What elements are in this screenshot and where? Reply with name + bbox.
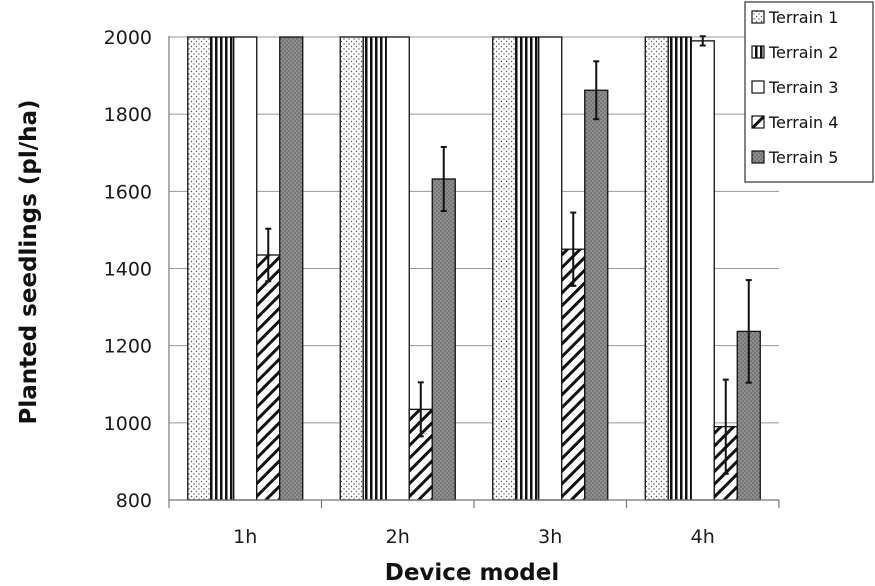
bar-terrain-5-1h	[279, 36, 304, 501]
error-bar-terrain-3-4h	[699, 35, 706, 47]
x-tick-label-4h: 4h	[691, 526, 715, 548]
bar-terrain-1-2h	[339, 36, 364, 501]
error-bar-terrain-5-3h	[593, 60, 600, 121]
bar-terrain-3-3h	[538, 36, 563, 501]
bar-terrain-1-4h	[644, 36, 669, 501]
axes	[168, 36, 780, 508]
bar-terrain-1-1h	[187, 36, 212, 501]
error-bar-terrain-5-4h	[745, 279, 752, 384]
bar-terrain-2-4h	[667, 36, 692, 501]
bar-terrain-2-2h	[362, 36, 387, 501]
x-tick-label-2h: 2h	[386, 526, 410, 548]
legend-swatch-terrain-4	[751, 115, 765, 129]
legend-label-terrain-4: Terrain 4	[768, 113, 838, 132]
bar-terrain-4-1h	[256, 254, 281, 501]
bar-terrain-2-1h	[210, 36, 235, 501]
legend-frame	[744, 1, 874, 183]
error-bars	[265, 35, 752, 475]
bar-terrain-3-2h	[385, 36, 410, 501]
error-bar-terrain-4-4h	[722, 378, 729, 475]
y-tick-labels: 800 1000 1200 1400 1600 1800 2000	[104, 27, 152, 512]
y-tick-label-1000: 1000	[104, 413, 152, 435]
x-tick-label-1h: 1h	[233, 526, 257, 548]
y-tick-label-2000: 2000	[104, 27, 152, 49]
legend-label-terrain-5: Terrain 5	[768, 148, 838, 167]
legend-swatch-terrain-5	[751, 150, 765, 164]
error-bar-terrain-4-2h	[417, 381, 424, 438]
y-tick-label-1800: 1800	[104, 104, 152, 126]
error-bar-terrain-5-2h	[440, 145, 447, 213]
bar-terrain-5-3h	[584, 89, 609, 501]
legend-swatch-terrain-2	[751, 45, 765, 59]
y-tick-label-1400: 1400	[104, 259, 152, 281]
y-tick-label-800: 800	[116, 490, 152, 512]
legend-label-terrain-3: Terrain 3	[768, 78, 838, 97]
x-tick-label-3h: 3h	[538, 526, 562, 548]
error-bar-terrain-4-3h	[570, 211, 577, 287]
legend-swatch-terrain-3	[751, 80, 765, 94]
y-tick-label-1600: 1600	[104, 181, 152, 203]
bar-terrain-3-4h	[690, 40, 715, 501]
x-tick-labels: 1h 2h 3h 4h	[233, 526, 715, 548]
x-axis-title: Device model	[385, 560, 560, 586]
legend-label-terrain-2: Terrain 2	[768, 43, 838, 62]
bars	[187, 36, 761, 501]
legend-swatch-terrain-1	[751, 10, 765, 24]
bar-terrain-3-1h	[233, 36, 258, 501]
y-tick-label-1200: 1200	[104, 336, 152, 358]
bar-terrain-2-3h	[515, 36, 540, 501]
legend-label-terrain-1: Terrain 1	[768, 8, 838, 27]
error-bar-terrain-4-1h	[265, 227, 272, 283]
y-axis-title: Planted seedlings (pl/ha)	[16, 99, 42, 424]
bar-terrain-5-2h	[431, 178, 456, 501]
legend: Terrain 1 Terrain 2 Terrain 3 Terrain 4 Terr…	[744, 1, 874, 183]
bar-terrain-1-3h	[492, 36, 517, 501]
